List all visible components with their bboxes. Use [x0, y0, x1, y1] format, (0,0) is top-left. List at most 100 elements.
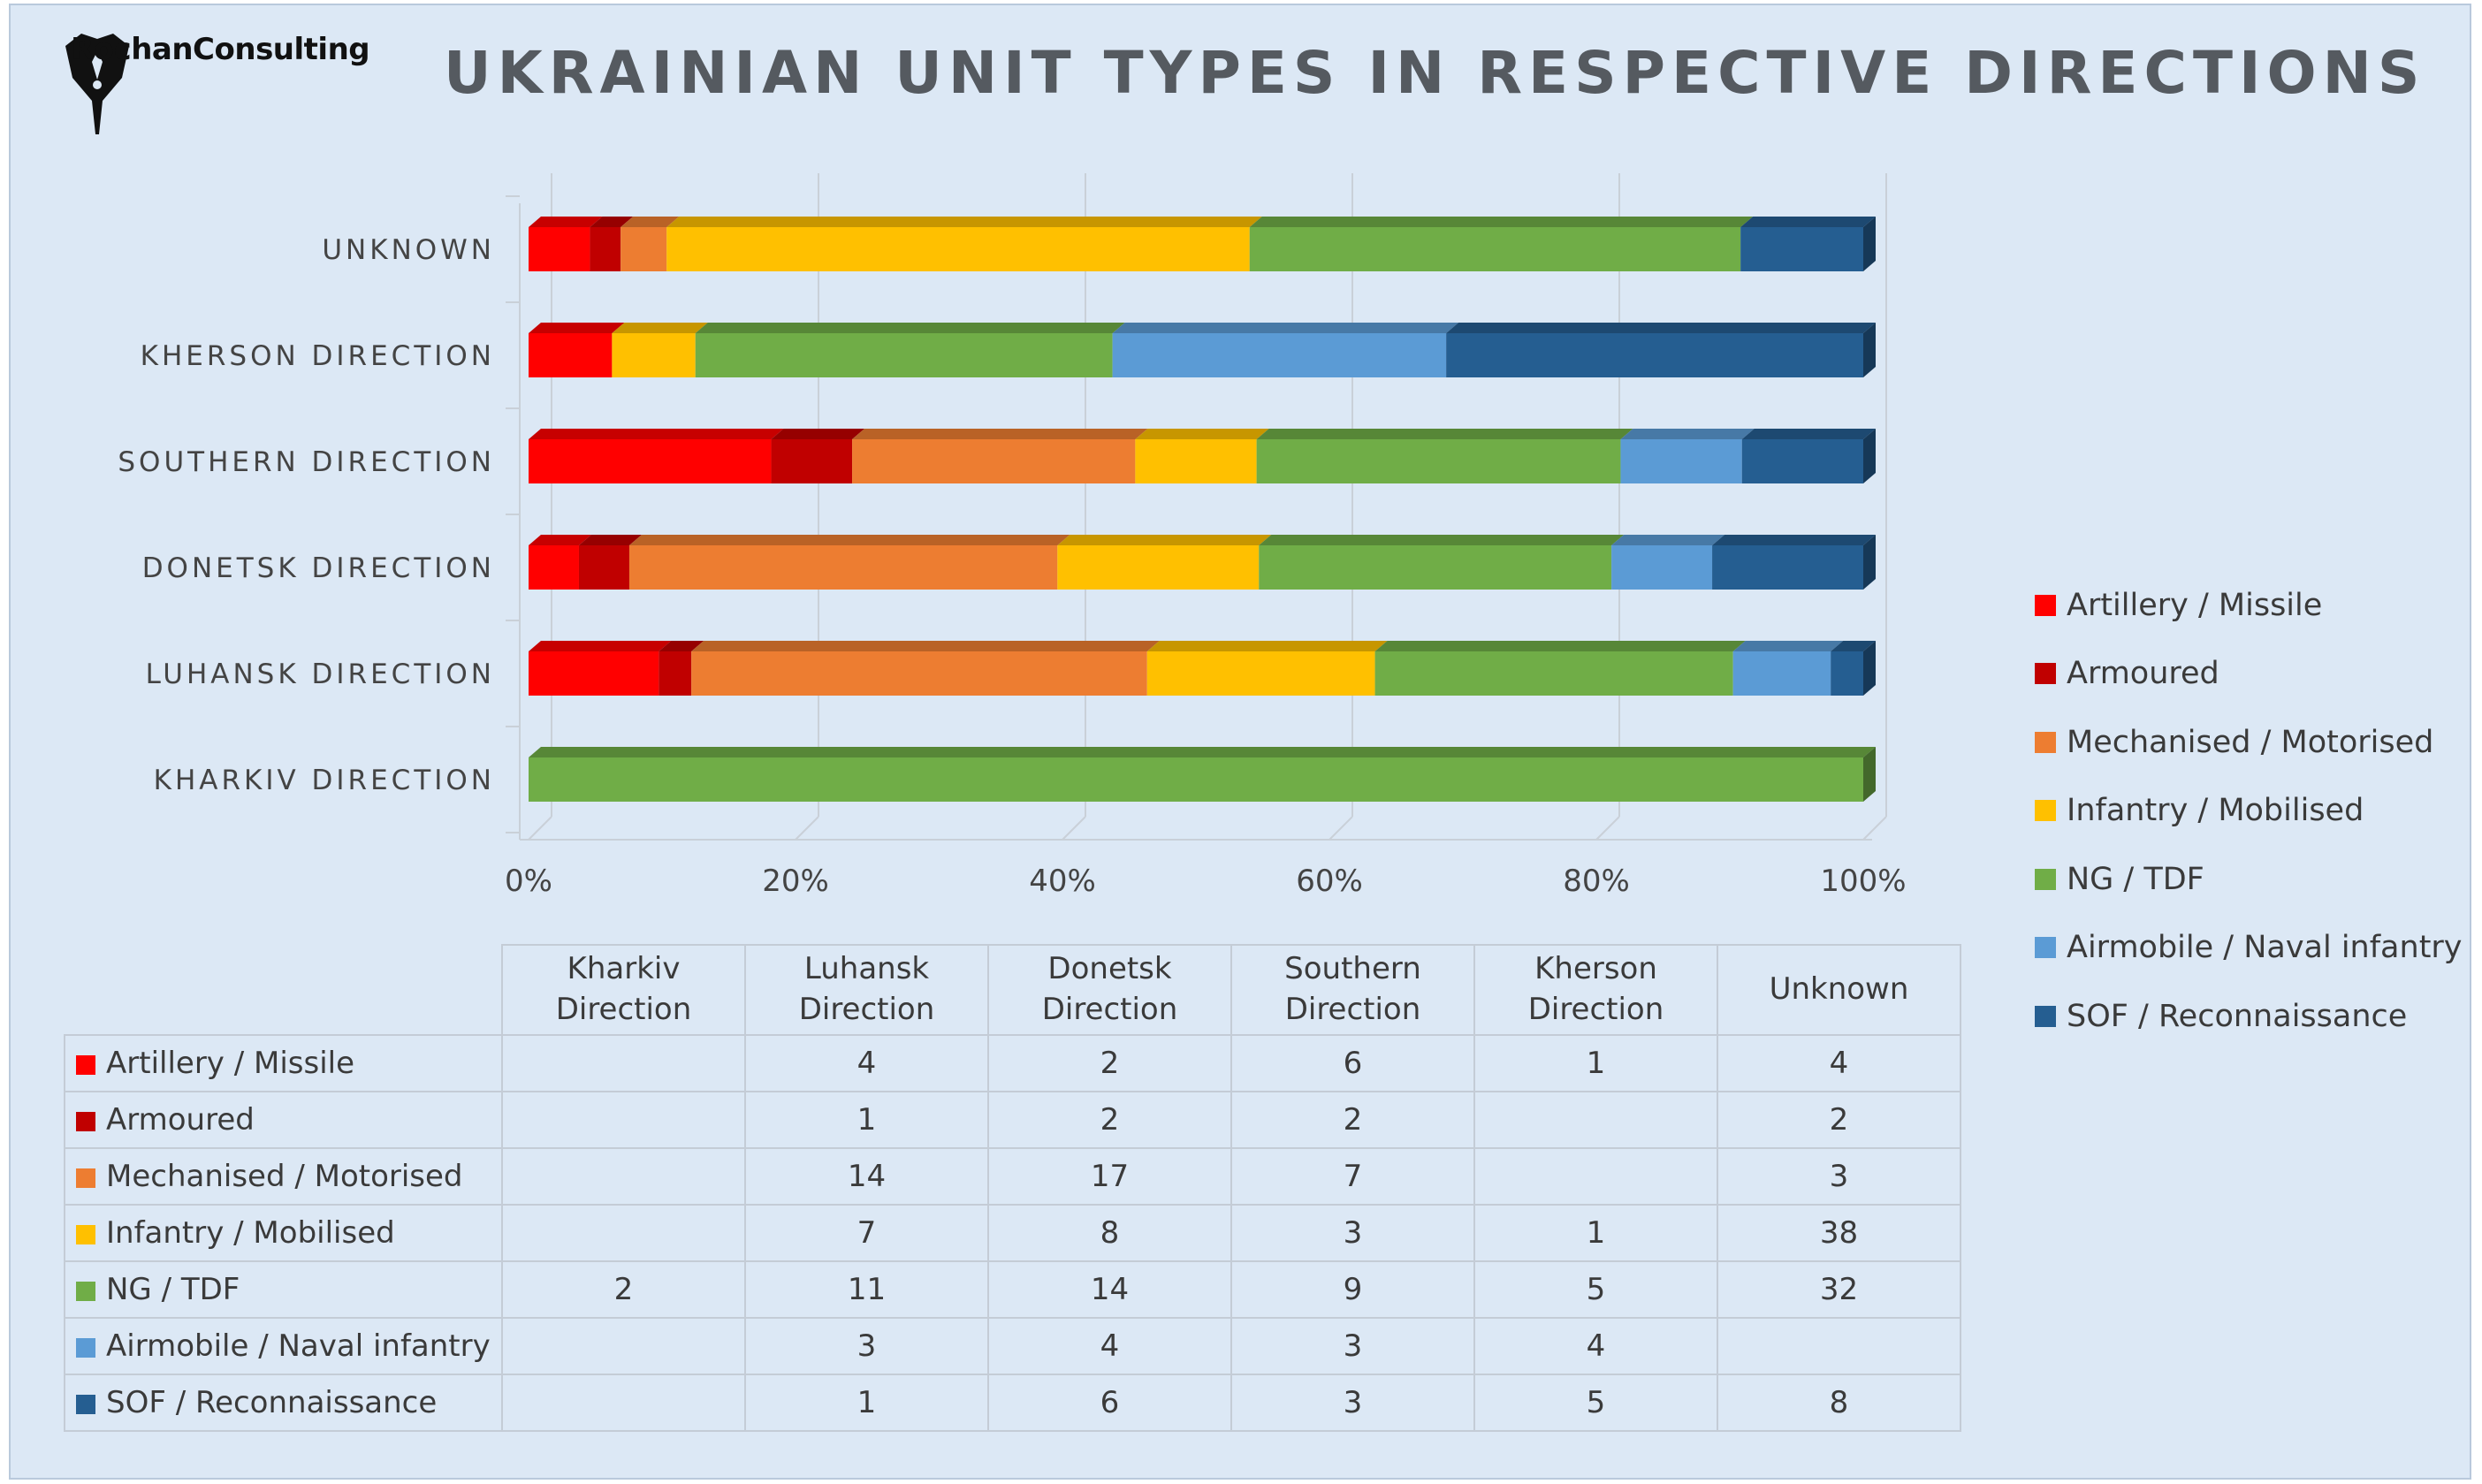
bar-segment: [1113, 323, 1459, 377]
legend-item: Mechanised / Motorised: [2035, 708, 2463, 777]
legend-swatch: [76, 1112, 95, 1131]
bar-segment: [1135, 429, 1268, 483]
bar-segment: [1733, 641, 1843, 696]
legend-swatch: [2035, 1006, 2056, 1027]
table-header-text: Direction: [799, 992, 935, 1027]
legend-item: Armoured: [2035, 640, 2463, 709]
legend-swatch: [76, 1168, 95, 1188]
table-row-header: Airmobile / Naval infantry: [65, 1318, 502, 1374]
legend-swatch: [2035, 732, 2056, 753]
bar-segment: [529, 323, 624, 377]
table-cell: [502, 1035, 745, 1092]
table-row-label: NG / TDF: [106, 1272, 240, 1307]
legend-label: NG / TDF: [2067, 862, 2204, 897]
table-row: NG / TDF 2 11 14 9 5 32: [65, 1261, 1960, 1318]
bar-segment: [612, 323, 707, 377]
bar-segment: [1831, 641, 1876, 696]
table-cell: 2: [502, 1261, 745, 1318]
table-row-label: Airmobile / Naval infantry: [106, 1328, 491, 1364]
legend-item: NG / TDF: [2035, 845, 2463, 914]
category-label: LUHANSK DIRECTION: [146, 658, 495, 690]
x-tick-label: 60%: [1296, 864, 1363, 899]
table-cell: [502, 1205, 745, 1261]
legend-swatch: [76, 1338, 95, 1358]
table-cell: [502, 1318, 745, 1374]
table-row-header: Armoured: [65, 1092, 502, 1148]
x-tick-label: 0%: [505, 864, 552, 899]
table-row: SOF / Reconnaissance 1 6 3 5 8: [65, 1374, 1960, 1431]
table-cell: 4: [1717, 1035, 1960, 1092]
bar-segment: [1250, 217, 1753, 271]
table-cell: 7: [745, 1205, 988, 1261]
legend-item: Artillery / Missile: [2035, 571, 2463, 640]
x-tick-label: 100%: [1820, 864, 1906, 899]
table-cell: 8: [1717, 1374, 1960, 1431]
category-label: KHARKIV DIRECTION: [154, 765, 495, 796]
table-cell: 3: [1231, 1374, 1474, 1431]
legend-swatch: [76, 1282, 95, 1301]
legend-item: SOF / Reconnaissance: [2035, 982, 2463, 1051]
legend-swatch: [2035, 595, 2056, 616]
table-cell: 5: [1474, 1261, 1717, 1318]
bar-segment: [1446, 323, 1876, 377]
table-column-header: Kherson Direction: [1474, 945, 1717, 1035]
table-header-text: Donetsk: [1047, 951, 1171, 986]
table-row-label: Artillery / Missile: [106, 1046, 354, 1081]
bar-segment: [529, 429, 784, 483]
bar-segment: [529, 747, 1876, 802]
table-body: Artillery / Missile 4 2 6 1 4 Armoured 1 2 2 2 Mech…: [65, 1035, 1960, 1431]
table-cell: [502, 1374, 745, 1431]
bar-segment: [1259, 535, 1624, 590]
table-header-row: Kharkiv Direction Luhansk Direction Donetsk D…: [65, 945, 1960, 1035]
table-cell: 3: [745, 1318, 988, 1374]
table-cell: 3: [1717, 1148, 1960, 1205]
table-column-header: Southern Direction: [1231, 945, 1474, 1035]
table-cell: 14: [988, 1261, 1231, 1318]
x-tick-label: 80%: [1563, 864, 1630, 899]
table-cell: [1717, 1318, 1960, 1374]
table-cell: 1: [745, 1374, 988, 1431]
table-cell: 8: [988, 1205, 1231, 1261]
gridline-floor: [1863, 817, 1886, 840]
table-cell: 4: [988, 1318, 1231, 1374]
legend-swatch: [76, 1055, 95, 1075]
table-row-label: Armoured: [106, 1102, 255, 1138]
table-column-header: Unknown: [1717, 945, 1960, 1035]
legend-swatch: [2035, 869, 2056, 890]
bar-segment: [772, 429, 865, 483]
table-header-text: Unknown: [1770, 971, 1909, 1007]
gridline-floor: [1062, 817, 1085, 840]
bar-segment: [1257, 429, 1633, 483]
table-cell: 14: [745, 1148, 988, 1205]
table-cell: 1: [745, 1092, 988, 1148]
legend-swatch: [2035, 663, 2056, 684]
category-label: SOUTHERN DIRECTION: [118, 446, 495, 478]
table-row: Airmobile / Naval infantry 3 4 3 4: [65, 1318, 1960, 1374]
table-cell: [1474, 1148, 1717, 1205]
table-cell: 2: [988, 1035, 1231, 1092]
legend-label: Artillery / Missile: [2067, 588, 2322, 623]
x-tick-label: 20%: [762, 864, 829, 899]
legend-swatch: [2035, 800, 2056, 821]
bar-segment: [629, 535, 1070, 590]
table-cell: 7: [1231, 1148, 1474, 1205]
table-cell: 11: [745, 1261, 988, 1318]
legend-swatch: [76, 1395, 95, 1414]
table-cell: 6: [988, 1374, 1231, 1431]
bar-segment: [852, 429, 1147, 483]
table-cell: [1474, 1092, 1717, 1148]
table-cell: 9: [1231, 1261, 1474, 1318]
table-header-text: Direction: [1528, 992, 1664, 1027]
bar-segment: [1611, 535, 1724, 590]
bar-segment: [1057, 535, 1271, 590]
table-header-text: Direction: [1042, 992, 1178, 1027]
legend: Artillery / Missile Armoured Mechanised / …: [2035, 571, 2463, 1051]
category-label: UNKNOWN: [322, 234, 495, 266]
legend-swatch: [2035, 937, 2056, 958]
bar-segment: [1375, 641, 1746, 696]
table-row-header: Infantry / Mobilised: [65, 1205, 502, 1261]
bar-segment: [529, 641, 671, 696]
legend-label: Airmobile / Naval infantry: [2067, 930, 2463, 965]
legend-label: Armoured: [2067, 656, 2219, 691]
table-row-label: SOF / Reconnaissance: [106, 1385, 437, 1420]
